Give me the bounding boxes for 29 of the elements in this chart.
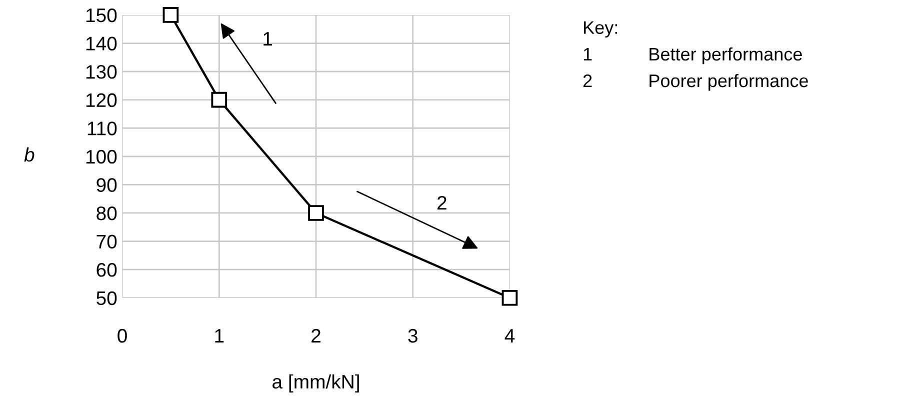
- y-tick-label: 50: [96, 291, 117, 306]
- text: 1: [584, 48, 592, 60]
- x-tick-label: 1: [215, 329, 224, 343]
- y-tick-label: 120: [86, 93, 117, 108]
- x-tick-label: 2: [312, 328, 320, 343]
- point: [162, 7, 179, 23]
- text: 2: [583, 74, 592, 88]
- text: Better performance: [650, 47, 802, 64]
- point: [502, 290, 518, 306]
- text: Poorer performance: [650, 74, 808, 91]
- y-tick-label: 150: [86, 8, 117, 22]
- y-axis-title: b: [24, 147, 34, 162]
- y-tick-label: 60: [96, 263, 117, 277]
- legend-title: Key:: [584, 21, 618, 38]
- annotation: 2: [438, 196, 446, 210]
- x-axis-title: a [mm/kN]: [272, 374, 359, 392]
- y-tick-label: 130: [86, 65, 117, 79]
- y-tick-label: 100: [86, 150, 117, 164]
- x-tick-label: 0: [118, 328, 127, 343]
- y-tick-label: 140: [86, 36, 117, 50]
- y-tick-label: 90: [96, 178, 117, 192]
- y-tick-label: 70: [96, 234, 117, 249]
- y-tick-label: 80: [96, 206, 117, 220]
- point: [211, 92, 228, 108]
- x-tick-label: 3: [408, 328, 418, 343]
- point: [308, 205, 324, 221]
- annotation: 1: [264, 32, 272, 46]
- y-tick-label: 110: [88, 122, 117, 136]
- x-tick-label: 4: [504, 329, 515, 343]
